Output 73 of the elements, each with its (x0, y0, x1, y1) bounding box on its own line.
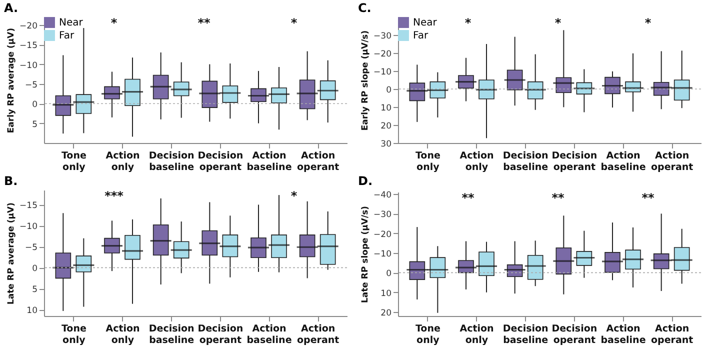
x-tick-label: Decision baseline (148, 150, 195, 173)
annotation: *** (104, 189, 124, 203)
chart-title: B. (4, 174, 18, 188)
x-tick-label: Action baseline (246, 324, 292, 346)
annotation: ** (198, 16, 211, 30)
x-tick-label: Action baseline (600, 150, 646, 173)
y-tick-label: 5 (32, 120, 38, 130)
y-tick-label: 10 (380, 104, 392, 114)
y-tick-label: 10 (26, 306, 38, 316)
y-tick-label: −15 (20, 41, 38, 52)
x-tick-label: Tone only (61, 150, 86, 173)
y-tick-label: 0 (386, 269, 392, 280)
y-tick-label: −30 (374, 210, 392, 220)
x-tick-label: Tone only (415, 150, 440, 173)
annotation: * (554, 16, 562, 30)
x-tick-label: Action baseline (246, 150, 292, 173)
y-axis-title: Late RP slope (μV/s) (360, 206, 371, 304)
y-tick-label: 0 (32, 100, 38, 110)
y-tick-label: −20 (374, 50, 392, 60)
chart-title: C. (358, 1, 372, 15)
y-tick-label: −5 (24, 80, 38, 90)
y-tick-label: −20 (374, 230, 392, 240)
chart-title: D. (358, 174, 373, 188)
y-tick-label: 0 (386, 86, 392, 96)
x-tick-label: Action only (106, 150, 140, 173)
chart-title: A. (4, 1, 18, 15)
x-tick-label: Action baseline (600, 324, 646, 346)
x-tick-label: Decision baseline (502, 324, 549, 346)
x-tick-label: Tone only (61, 324, 86, 346)
annotation: ** (552, 191, 565, 205)
annotation: * (290, 189, 298, 203)
y-tick-label: −10 (374, 250, 392, 260)
y-tick-label: −10 (20, 60, 38, 71)
x-tick-label: Decision operant (552, 324, 598, 346)
x-tick-label: Action only (106, 324, 140, 346)
y-tick-label: −5 (24, 243, 38, 254)
y-axis-title: Early RP slope (μV/s) (360, 30, 371, 131)
y-tick-label: 0 (32, 264, 38, 274)
legend-label: Far (59, 30, 75, 42)
y-tick-label: −30 (374, 32, 392, 42)
y-tick-label: 20 (380, 308, 392, 319)
x-tick-label: Action operant (650, 150, 694, 173)
x-tick-label: Decision operant (552, 150, 598, 173)
annotation: ** (462, 191, 475, 205)
x-tick-label: Action operant (296, 324, 340, 346)
legend-label: Far (413, 30, 429, 42)
x-tick-label: Decision operant (198, 150, 244, 173)
y-axis-title: Late RP average (μV) (6, 202, 17, 305)
x-tick-label: Action only (460, 324, 494, 346)
y-tick-label: −10 (20, 222, 38, 232)
y-tick-label: −40 (374, 190, 392, 200)
y-tick-label: −20 (20, 21, 38, 32)
x-tick-label: Action only (460, 150, 494, 173)
x-tick-label: Tone only (415, 324, 440, 346)
y-tick-label: 20 (380, 122, 392, 132)
annotation: * (464, 16, 472, 30)
annotation: * (644, 16, 652, 30)
annotation: ** (642, 191, 655, 205)
x-tick-label: Action operant (650, 324, 694, 346)
legend-label: Near (413, 18, 438, 28)
y-axis-title: Early RP average (μV) (6, 28, 17, 134)
x-tick-label: Action operant (296, 150, 340, 173)
y-tick-label: −10 (374, 68, 392, 78)
x-tick-label: Decision operant (198, 324, 244, 346)
y-tick-label: −15 (20, 201, 38, 212)
y-tick-label: 30 (380, 140, 392, 150)
y-tick-label: 5 (32, 285, 38, 296)
annotation: * (290, 16, 298, 30)
x-tick-label: Decision baseline (148, 324, 195, 346)
y-tick-label: 10 (380, 288, 392, 299)
x-tick-label: Decision baseline (502, 150, 549, 173)
legend-label: Near (59, 18, 84, 28)
annotation: * (110, 16, 118, 30)
